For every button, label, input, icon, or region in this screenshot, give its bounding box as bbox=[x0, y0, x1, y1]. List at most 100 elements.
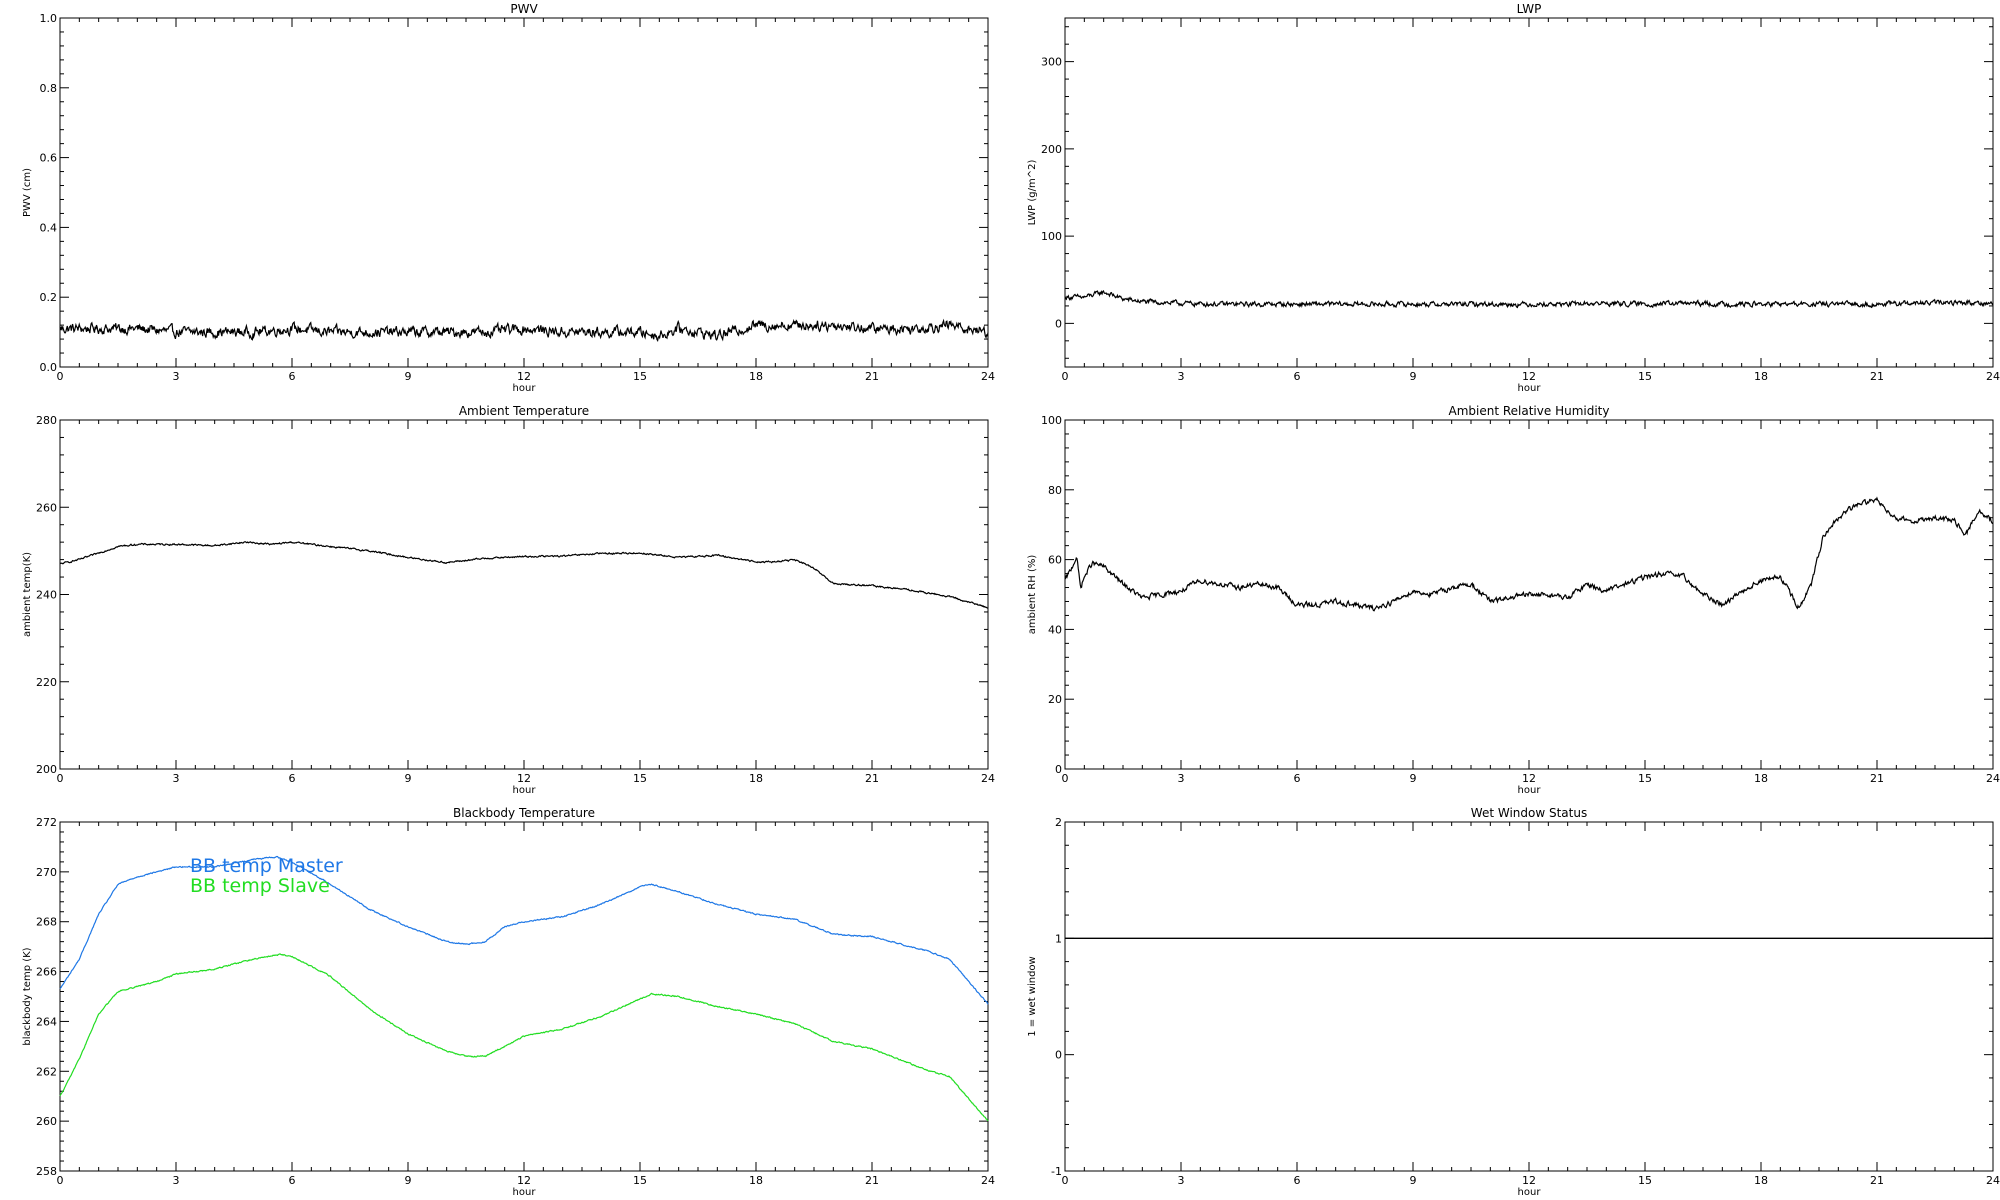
x-axis-label: hour bbox=[513, 383, 537, 394]
y-tick-label: 264 bbox=[36, 1015, 57, 1028]
x-tick-label: 21 bbox=[1870, 772, 1884, 785]
x-tick-label: 12 bbox=[517, 370, 531, 383]
y-tick-label: 268 bbox=[36, 916, 57, 929]
x-tick-label: 24 bbox=[1986, 370, 2000, 383]
y-tick-label: 2 bbox=[1055, 816, 1062, 829]
y-tick-label: 1.0 bbox=[40, 12, 58, 25]
x-tick-label: 24 bbox=[1986, 1174, 2000, 1187]
x-tick-label: 0 bbox=[1062, 370, 1069, 383]
y-axis-label: 1 = wet window bbox=[1027, 956, 1038, 1036]
chart-title: Ambient Relative Humidity bbox=[1449, 404, 1610, 418]
y-tick-label: 100 bbox=[1041, 414, 1062, 427]
x-tick-label: 3 bbox=[173, 370, 180, 383]
x-tick-label: 21 bbox=[1870, 370, 1884, 383]
x-tick-label: 24 bbox=[981, 370, 995, 383]
x-tick-label: 15 bbox=[1638, 370, 1652, 383]
y-tick-label: 280 bbox=[36, 414, 57, 427]
x-tick-label: 12 bbox=[1522, 1174, 1536, 1187]
x-tick-label: 18 bbox=[749, 772, 763, 785]
x-tick-label: 6 bbox=[289, 370, 296, 383]
plot-frame bbox=[59, 17, 989, 368]
x-tick-label: 18 bbox=[749, 370, 763, 383]
y-axis-label: ambient temp(K) bbox=[22, 552, 33, 637]
y-tick-label: 220 bbox=[36, 676, 57, 689]
y-tick-label: 260 bbox=[36, 1115, 57, 1128]
x-tick-label: 6 bbox=[1294, 370, 1301, 383]
y-axis-label: PWV (cm) bbox=[22, 168, 33, 217]
x-tick-label: 6 bbox=[1294, 1174, 1301, 1187]
x-tick-label: 0 bbox=[57, 1174, 64, 1187]
x-tick-label: 15 bbox=[1638, 1174, 1652, 1187]
x-tick-label: 12 bbox=[517, 772, 531, 785]
x-tick-label: 18 bbox=[1754, 1174, 1768, 1187]
legend-entry: BB temp Master bbox=[190, 855, 343, 877]
x-tick-label: 12 bbox=[1522, 772, 1536, 785]
x-axis-label: hour bbox=[1518, 1187, 1542, 1198]
y-tick-label: 262 bbox=[36, 1065, 57, 1078]
x-tick-label: 24 bbox=[981, 1174, 995, 1187]
x-tick-label: 6 bbox=[289, 772, 296, 785]
x-tick-label: 24 bbox=[1986, 772, 2000, 785]
x-tick-label: 9 bbox=[1410, 370, 1417, 383]
y-tick-label: 200 bbox=[1041, 143, 1062, 156]
y-tick-label: 270 bbox=[36, 866, 57, 879]
x-tick-label: 15 bbox=[633, 1174, 647, 1187]
chart-blackbody-temperature: Blackbody Temperature 0 3 6 9 12 15 18 21 24 hour 2… bbox=[22, 806, 995, 1198]
y-tick-label: 0 bbox=[1055, 763, 1062, 776]
y-tick-label: 0.4 bbox=[40, 221, 58, 234]
x-tick-label: 0 bbox=[1062, 772, 1069, 785]
x-tick-label: 3 bbox=[1178, 370, 1185, 383]
series-line bbox=[1064, 289, 1994, 309]
y-tick-label: 300 bbox=[1041, 56, 1062, 69]
x-tick-label: 18 bbox=[1754, 370, 1768, 383]
x-tick-label: 0 bbox=[1062, 1174, 1069, 1187]
x-tick-label: 9 bbox=[405, 772, 412, 785]
chart-title: Ambient Temperature bbox=[459, 404, 589, 418]
y-tick-label: 20 bbox=[1048, 693, 1062, 706]
y-tick-label: 60 bbox=[1048, 554, 1062, 567]
x-axis-label: hour bbox=[1518, 785, 1542, 796]
x-tick-label: 21 bbox=[865, 370, 879, 383]
chart-pwv: PWV 0 3 6 9 12 15 18 21 24 hour 0.0 0.2 0.4 0.6 0.8 1.0 P… bbox=[22, 2, 995, 394]
x-tick-label: 6 bbox=[1294, 772, 1301, 785]
y-tick-label: 0.6 bbox=[40, 152, 58, 165]
x-tick-label: 0 bbox=[57, 370, 64, 383]
y-tick-label: 1 bbox=[1055, 932, 1062, 945]
x-tick-label: 18 bbox=[1754, 772, 1768, 785]
series-line bbox=[59, 318, 989, 342]
plot-frame bbox=[59, 419, 989, 770]
chart-title: PWV bbox=[510, 2, 538, 16]
y-tick-label: 0 bbox=[1055, 1049, 1062, 1062]
y-tick-label: 80 bbox=[1048, 484, 1062, 497]
y-tick-label: 258 bbox=[36, 1165, 57, 1178]
y-tick-label: 0.8 bbox=[40, 82, 58, 95]
y-tick-label: 240 bbox=[36, 589, 57, 602]
x-tick-label: 3 bbox=[1178, 772, 1185, 785]
y-tick-label: 272 bbox=[36, 816, 57, 829]
plot-frame bbox=[1064, 17, 1994, 368]
y-tick-label: 200 bbox=[36, 763, 57, 776]
x-tick-label: 15 bbox=[633, 370, 647, 383]
y-axis-label: ambient RH (%) bbox=[1027, 555, 1038, 635]
x-tick-label: 3 bbox=[1178, 1174, 1185, 1187]
chart-title: LWP bbox=[1517, 2, 1542, 16]
x-tick-label: 15 bbox=[1638, 772, 1652, 785]
series-line-bb-temp-master bbox=[59, 855, 989, 1005]
x-tick-label: 18 bbox=[749, 1174, 763, 1187]
x-tick-label: 6 bbox=[289, 1174, 296, 1187]
y-tick-label: 266 bbox=[36, 966, 57, 979]
chart-ambient-relative-humidity: Ambient Relative Humidity 0 3 6 9 12 15 18 21 24 h… bbox=[1027, 404, 2000, 796]
x-tick-label: 3 bbox=[173, 772, 180, 785]
x-tick-label: 21 bbox=[865, 1174, 879, 1187]
y-tick-label: 100 bbox=[1041, 230, 1062, 243]
plot-frame bbox=[1064, 821, 1994, 1172]
x-tick-label: 21 bbox=[1870, 1174, 1884, 1187]
series-line bbox=[59, 540, 989, 609]
x-tick-label: 12 bbox=[1522, 370, 1536, 383]
y-tick-label: 0 bbox=[1055, 317, 1062, 330]
x-tick-label: 0 bbox=[57, 772, 64, 785]
series-line bbox=[1064, 496, 1993, 612]
x-tick-label: 12 bbox=[517, 1174, 531, 1187]
y-tick-label: -1 bbox=[1051, 1165, 1062, 1178]
